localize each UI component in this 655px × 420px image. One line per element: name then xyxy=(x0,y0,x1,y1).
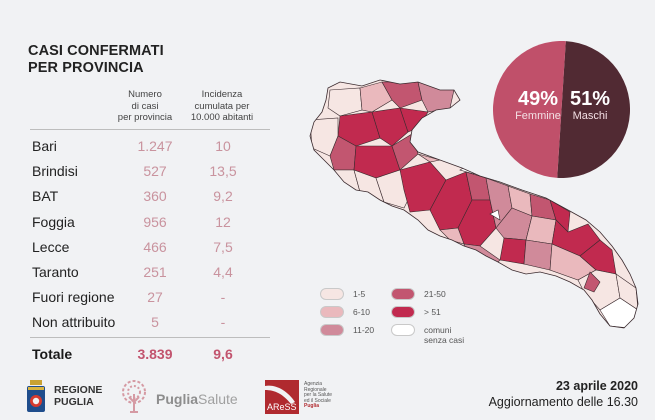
incidence-value: 9,2 xyxy=(213,188,233,205)
column-header-line: 10.000 abitanti xyxy=(190,112,254,123)
table-row: Foggia 956 12 xyxy=(32,210,272,235)
province-name: BAT xyxy=(32,188,59,205)
incidence-value: 12 xyxy=(215,213,231,230)
cases-value: 360 xyxy=(143,188,167,205)
province-name: Foggia xyxy=(32,213,75,230)
total-divider xyxy=(30,337,270,338)
header-divider xyxy=(30,129,270,130)
logo-text: REGIONE xyxy=(54,384,103,396)
aress-text: Agenzia Regionale per la Salute ed il So… xyxy=(304,381,333,410)
table-row: Fuori regione 27 - xyxy=(32,285,272,310)
aress-line: ed il Sociale xyxy=(304,397,331,404)
legend-label: 6-10 xyxy=(353,307,371,317)
legend-label: > 51 xyxy=(424,307,441,317)
legend-item: 1-5 xyxy=(320,288,365,300)
report-date: 23 aprile 2020 xyxy=(555,379,638,393)
legend-swatch xyxy=(320,306,344,318)
province-name: Fuori regione xyxy=(32,289,115,306)
update-time: Aggiornamento delle 16.30 xyxy=(488,395,638,409)
table-row: Taranto 251 4,4 xyxy=(32,260,272,285)
column-header-incidence: Incidenza cumulata per 10.000 abitanti xyxy=(180,89,264,124)
column-header-cases: Numero di casi per provincia xyxy=(110,89,180,124)
cases-value: 27 xyxy=(147,289,163,306)
table-row: Lecce 466 7,5 xyxy=(32,235,272,260)
legend-label: 1-5 xyxy=(353,289,366,299)
province-name: Non attribuito xyxy=(32,314,116,331)
cases-value: 527 xyxy=(143,163,167,180)
aress-abbr: AReSS xyxy=(267,402,297,412)
incidence-value: - xyxy=(220,314,226,331)
regione-puglia-logo: REGIONE PUGLIA xyxy=(54,384,102,408)
legend-item: > 51 xyxy=(391,306,441,318)
puglia-salute-logo: PugliaSalute xyxy=(156,391,238,407)
pie-slice-female xyxy=(492,40,566,178)
aress-line: per la Salute xyxy=(304,392,333,399)
female-label: 49% Femmine xyxy=(511,88,565,122)
logo-text-bold: Puglia xyxy=(156,391,199,407)
legend-swatch xyxy=(320,324,344,336)
province-name: Bari xyxy=(32,138,57,154)
gender-pie-chart: 49% Femmine 51% Maschi xyxy=(492,40,631,179)
table-row: Bari 1.247 10 xyxy=(32,134,272,159)
legend-label-line: senza casi xyxy=(424,335,465,345)
page-title: CASI CONFERMATI PER PROVINCIA xyxy=(28,43,164,77)
male-label: 51% Maschi xyxy=(565,88,615,122)
aress-line: Puglia xyxy=(304,403,320,410)
male-text: Maschi xyxy=(572,110,608,122)
province-name: Taranto xyxy=(32,263,79,280)
legend-swatch xyxy=(320,288,344,300)
legend-swatch xyxy=(391,288,415,300)
legend-label: 11-20 xyxy=(353,325,375,335)
logo-text: PUGLIA xyxy=(54,396,94,408)
cases-value: 956 xyxy=(143,213,167,230)
male-percent: 51% xyxy=(569,88,611,110)
aress-logo-icon: AReSS xyxy=(265,380,299,414)
incidence-value: 13,5 xyxy=(209,163,237,180)
incidence-value: 10 xyxy=(215,138,231,154)
table-row: BAT 360 9,2 xyxy=(32,184,272,209)
legend-item: 11-20 xyxy=(320,324,374,336)
legend-label-line: comuni xyxy=(424,325,452,335)
pie-graphic xyxy=(492,40,631,179)
total-cases: 3.839 xyxy=(137,346,173,362)
legend-item: 6-10 xyxy=(320,306,370,318)
tree-icon xyxy=(118,380,150,414)
total-row: Totale 3.839 9,6 xyxy=(32,342,272,366)
column-header-line: di casi xyxy=(131,100,159,112)
table-row: Non attribuito 5 - xyxy=(32,310,272,335)
column-header-line: Incidenza xyxy=(201,89,243,100)
incidence-value: 4,4 xyxy=(213,263,233,280)
regione-puglia-crest-icon xyxy=(26,380,46,414)
legend-item: comuni senza casi xyxy=(391,324,464,345)
cases-value: 466 xyxy=(143,238,167,255)
female-text: Femmine xyxy=(515,110,561,122)
female-percent: 49% xyxy=(517,88,559,110)
table-row: Brindisi 527 13,5 xyxy=(32,159,272,184)
legend-label: 21-50 xyxy=(424,289,446,299)
legend-swatch xyxy=(391,324,415,336)
update-info: 23 aprile 2020 Aggiornamento delle 16.30 xyxy=(489,378,638,410)
incidence-value: - xyxy=(220,289,226,306)
column-header-line: per provincia xyxy=(117,112,173,123)
province-table: Bari 1.247 10 Brindisi 527 13,5 BAT 360 … xyxy=(32,134,272,336)
cases-value: 5 xyxy=(151,314,159,331)
province-name: Brindisi xyxy=(32,163,78,180)
legend-swatch xyxy=(391,306,415,318)
incidence-value: 7,5 xyxy=(213,238,233,255)
column-header-line: Numero xyxy=(128,89,162,100)
title-line-1: CASI CONFERMATI xyxy=(28,43,164,59)
aress-line: Regionale xyxy=(304,386,327,393)
legend-item: 21-50 xyxy=(391,288,446,300)
pie-slice-male xyxy=(557,41,631,179)
legend-label: comuni senza casi xyxy=(424,324,464,345)
total-label: Totale xyxy=(32,346,73,362)
title-line-2: PER PROVINCIA xyxy=(28,60,144,76)
cases-value: 1.247 xyxy=(137,138,173,154)
total-incidence: 9,6 xyxy=(213,346,233,362)
column-header-line: cumulata per xyxy=(194,100,250,112)
cases-value: 251 xyxy=(143,263,167,280)
aress-line: Agenzia xyxy=(304,381,323,387)
province-name: Lecce xyxy=(32,238,70,255)
logo-text-light: Salute xyxy=(198,391,238,407)
